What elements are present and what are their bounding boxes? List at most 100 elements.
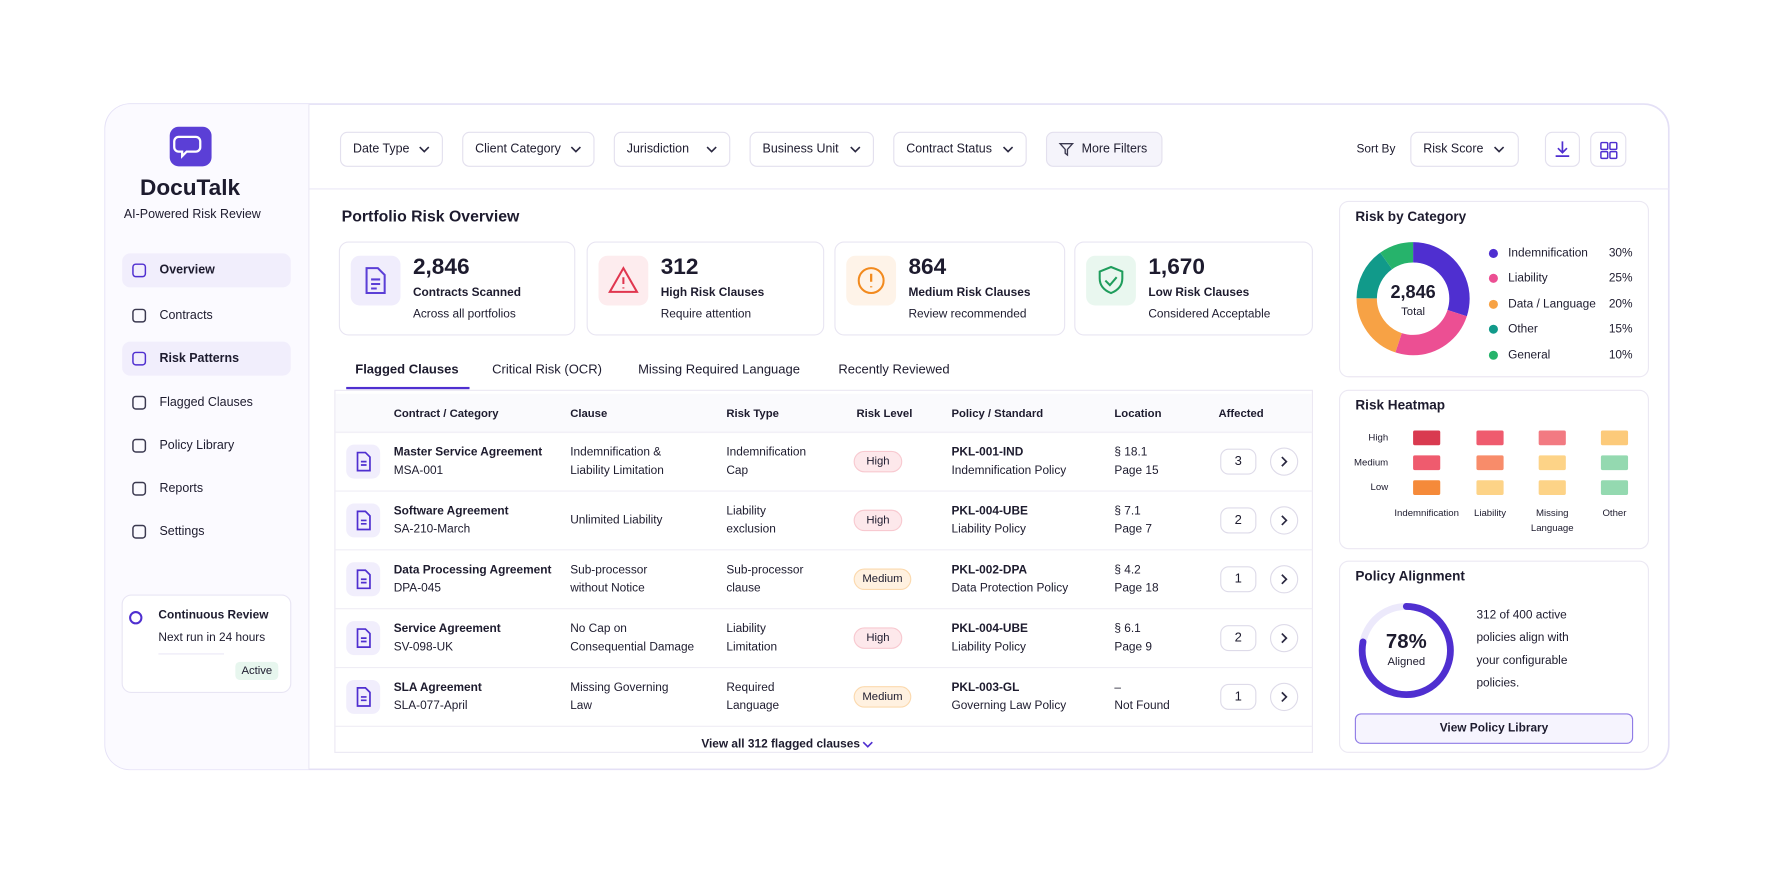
location: § 6.1 bbox=[1114, 621, 1141, 635]
row-chevron bbox=[1281, 515, 1288, 526]
legend-dot bbox=[1488, 350, 1498, 360]
card-title: Policy Alignment bbox=[1355, 569, 1465, 584]
grid-button[interactable] bbox=[1590, 131, 1627, 167]
heatmap-cell bbox=[1476, 480, 1504, 495]
more-filters-button[interactable] bbox=[1045, 131, 1163, 167]
tab[interactable]: Critical Risk (OCR) bbox=[492, 361, 602, 376]
affected-count: 2 bbox=[1235, 512, 1242, 527]
stat-icon-bg bbox=[350, 255, 401, 306]
stat-value: 864 bbox=[908, 254, 946, 279]
location: § 18.1 bbox=[1114, 445, 1147, 459]
clause: Unlimited Liability bbox=[570, 513, 662, 527]
row-chevron bbox=[1281, 632, 1288, 644]
location: § 4.2 bbox=[1114, 562, 1140, 576]
row-arrow[interactable] bbox=[1269, 682, 1299, 712]
policy-code: PKL-002-DPA bbox=[951, 562, 1027, 576]
alignment-text: your configurable bbox=[1476, 653, 1567, 667]
column-header: Contract / Category bbox=[394, 408, 500, 420]
row-chevron bbox=[1281, 456, 1288, 467]
filter-button[interactable] bbox=[339, 131, 443, 167]
ring-progress bbox=[1358, 603, 1454, 699]
row-arrow[interactable] bbox=[1269, 565, 1299, 594]
nav-item[interactable]: Risk Patterns bbox=[160, 351, 240, 365]
filter-chevron bbox=[850, 146, 861, 153]
contract-name: SLA Agreement bbox=[394, 680, 482, 694]
column-header: Affected bbox=[1218, 408, 1263, 420]
location: § 7.1 bbox=[1114, 504, 1141, 518]
heatmap-column-label: Liability bbox=[1474, 508, 1506, 519]
grid-icon bbox=[1609, 141, 1618, 151]
nav-item[interactable]: Overview bbox=[160, 263, 216, 277]
sort-button[interactable] bbox=[1410, 131, 1519, 167]
filter-button[interactable] bbox=[749, 131, 874, 167]
nav-item[interactable]: Settings bbox=[160, 524, 205, 538]
row-icon bbox=[356, 451, 371, 472]
contract-name: Data Processing Agreement bbox=[394, 562, 552, 576]
sort-label: Sort By bbox=[1357, 141, 1396, 155]
row-arrow[interactable] bbox=[1269, 506, 1299, 535]
stat-icon bbox=[608, 266, 639, 293]
heatmap-column-label: Missing bbox=[1536, 508, 1569, 519]
filter-button[interactable] bbox=[462, 131, 595, 167]
affected-box bbox=[1220, 683, 1257, 710]
filter-chevron bbox=[570, 146, 581, 153]
legend-value: 25% bbox=[1609, 270, 1633, 284]
filter-label: Client Category bbox=[475, 142, 562, 156]
nav-icon bbox=[132, 481, 147, 496]
contract-id: SV-098-UK bbox=[394, 639, 453, 653]
alignment-text: policies. bbox=[1476, 675, 1519, 689]
filter-button[interactable] bbox=[893, 131, 1027, 167]
card-title: Risk Heatmap bbox=[1355, 398, 1445, 413]
heatmap-row-label: Low bbox=[1371, 482, 1389, 493]
nav-item[interactable]: Reports bbox=[160, 481, 204, 495]
location: Page 18 bbox=[1114, 580, 1159, 594]
alignment-text: 312 of 400 active bbox=[1476, 608, 1567, 622]
nav-item[interactable]: Contracts bbox=[160, 308, 213, 322]
stat-note: Require attention bbox=[661, 307, 751, 321]
nav-item[interactable]: Policy Library bbox=[160, 438, 235, 452]
tab[interactable]: Flagged Clauses bbox=[355, 361, 458, 376]
heatmap-cell bbox=[1600, 455, 1629, 471]
row-arrow[interactable] bbox=[1269, 447, 1299, 476]
risk-type: Liability bbox=[726, 504, 766, 518]
risk-badge bbox=[853, 627, 903, 649]
sort-chevron bbox=[1493, 146, 1505, 153]
legend-value: 20% bbox=[1609, 296, 1633, 310]
affected-count: 2 bbox=[1235, 630, 1242, 645]
nav-icon bbox=[132, 395, 147, 410]
download-icon bbox=[1555, 141, 1570, 157]
clause: Law bbox=[570, 698, 592, 712]
location: – bbox=[1114, 680, 1121, 694]
nav-item[interactable]: Flagged Clauses bbox=[160, 395, 253, 409]
risk-badge bbox=[853, 509, 903, 532]
legend-dot bbox=[1488, 324, 1498, 334]
risk-type: Indemnification bbox=[726, 445, 806, 459]
filter-button[interactable] bbox=[613, 131, 731, 167]
view-all-link[interactable]: View all 312 flagged clauses bbox=[701, 737, 860, 751]
nav-icon bbox=[132, 308, 147, 323]
column-header: Risk Level bbox=[856, 408, 912, 420]
tab[interactable]: Recently Reviewed bbox=[838, 361, 949, 376]
stat-label: High Risk Clauses bbox=[661, 285, 765, 299]
grid-icon bbox=[1600, 141, 1609, 151]
stat-icon bbox=[1098, 265, 1124, 295]
risk-badge bbox=[853, 450, 903, 473]
stat-note: Across all portfolios bbox=[413, 307, 516, 321]
tab[interactable]: Missing Required Language bbox=[638, 361, 800, 376]
heatmap-column-label: Indemnification bbox=[1394, 508, 1459, 519]
stat-label: Low Risk Clauses bbox=[1148, 285, 1249, 299]
location: Page 9 bbox=[1114, 639, 1152, 653]
nav-icon bbox=[132, 351, 147, 366]
contract-name: Service Agreement bbox=[394, 621, 501, 635]
card-title: Risk by Category bbox=[1355, 209, 1466, 224]
row-arrow[interactable] bbox=[1269, 623, 1299, 653]
risk-type: Liability bbox=[726, 621, 766, 635]
stat-label: Contracts Scanned bbox=[413, 285, 521, 299]
tab-underline bbox=[346, 386, 470, 390]
stat-note: Review recommended bbox=[908, 307, 1026, 321]
sort-value: Risk Score bbox=[1423, 142, 1483, 156]
policy-button[interactable] bbox=[1354, 713, 1634, 744]
filter-icon bbox=[1058, 143, 1075, 157]
